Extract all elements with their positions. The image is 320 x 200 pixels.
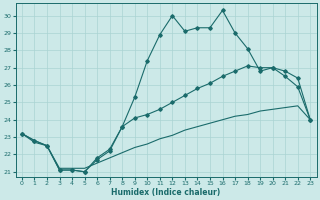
X-axis label: Humidex (Indice chaleur): Humidex (Indice chaleur) (111, 188, 221, 197)
